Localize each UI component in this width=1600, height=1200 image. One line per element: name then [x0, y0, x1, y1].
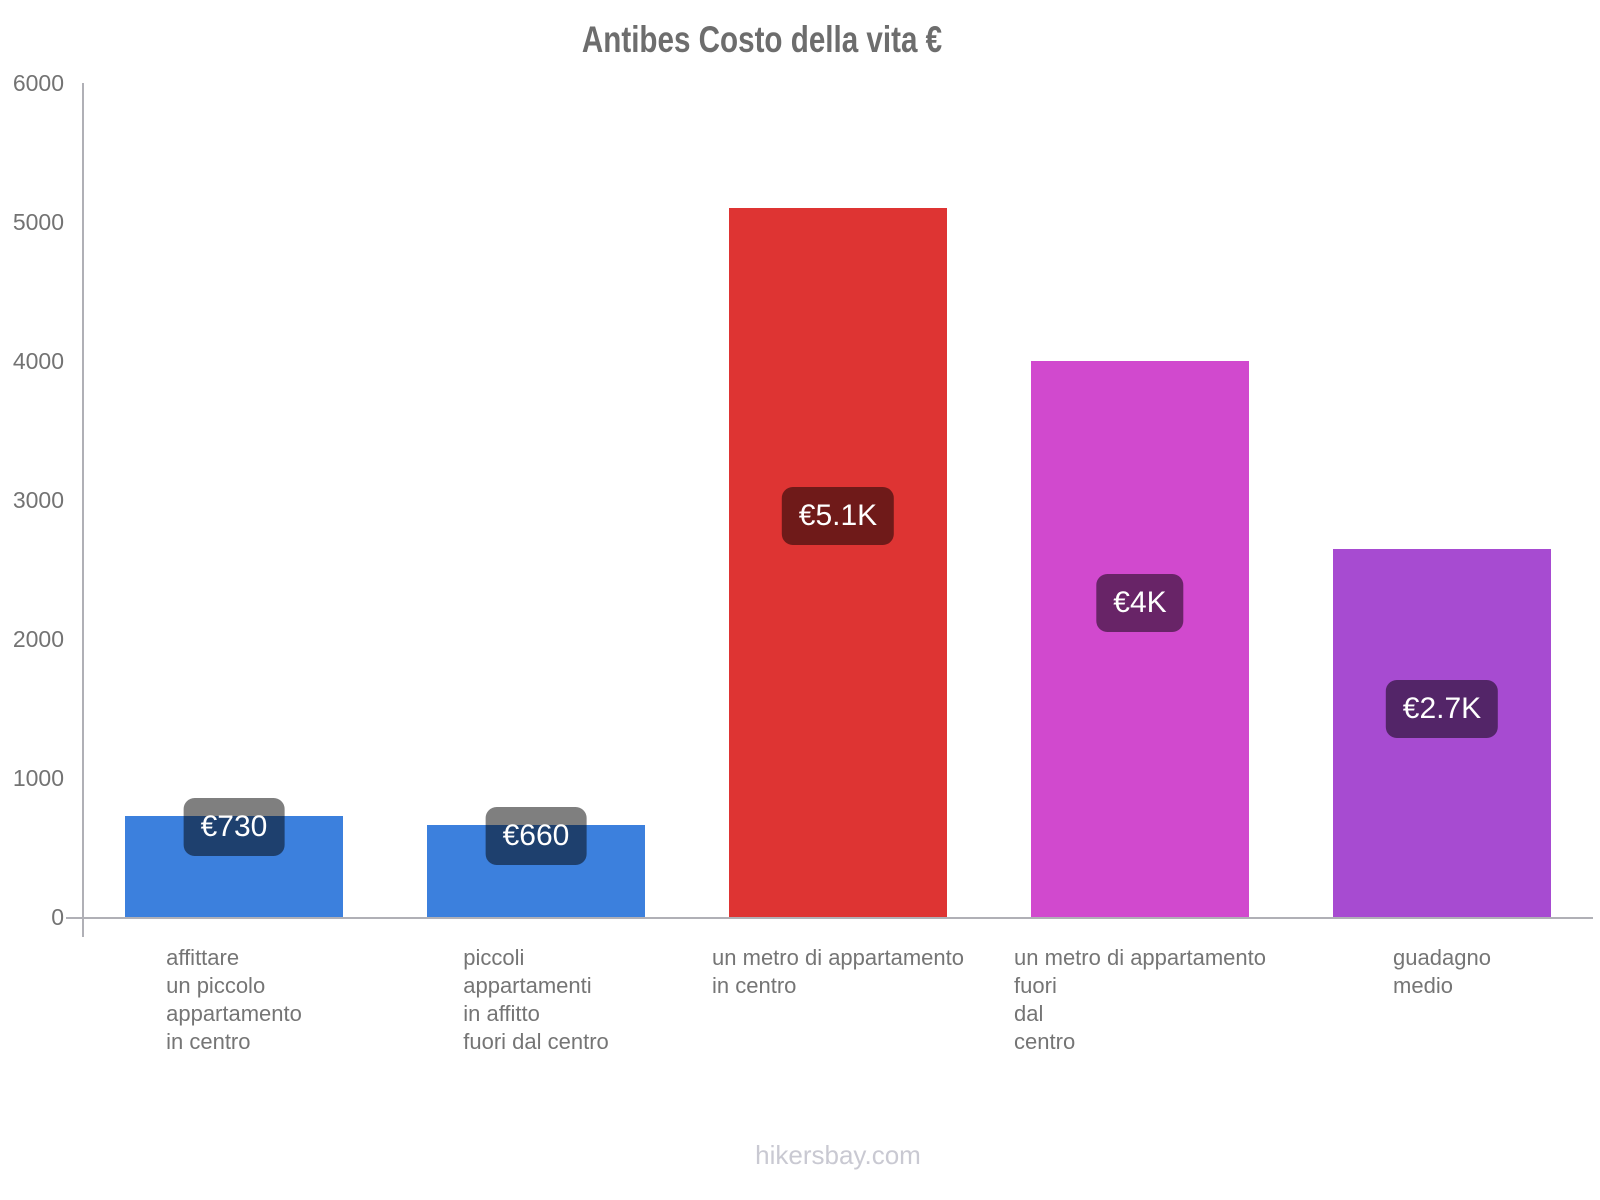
x-category-line: affittare [166, 945, 240, 970]
x-category-label: piccoli appartamenti in affitto fuori dal c… [463, 944, 609, 1056]
x-axis-baseline [66, 917, 1593, 919]
y-axis-tick-label: 4000 [12, 348, 64, 374]
x-category-label: guadagno medio [1393, 944, 1491, 1000]
bar-value-badge: €2.7K [1385, 679, 1499, 738]
x-category-line: dal [1014, 1001, 1044, 1026]
bar-value-badge: €5.1K [781, 487, 895, 546]
x-category-line: un piccolo [166, 973, 266, 998]
x-category-line: un metro di appartamento [1014, 945, 1266, 970]
x-category-line: medio [1393, 973, 1453, 998]
x-category-label: affittare un piccolo appartamento in centro [166, 944, 302, 1056]
y-axis-tick-label: 3000 [12, 487, 64, 513]
bar [1031, 361, 1249, 917]
bar-value-badge: €4K [1096, 573, 1184, 632]
y-axis-tick-label: 1000 [12, 765, 64, 791]
x-category-line: piccoli [463, 945, 525, 970]
x-category-line: in centro [166, 1029, 251, 1054]
y-axis-tick-label: 0 [51, 904, 64, 930]
x-category-line: appartamento [166, 1001, 302, 1026]
y-axis-tick-label: 2000 [12, 626, 64, 652]
y-axis-line [82, 83, 84, 937]
watermark-text: hikersbay.com [755, 1140, 921, 1170]
bar-value-badge: €660 [485, 807, 587, 866]
x-category-line: un metro di appartamento [712, 945, 964, 970]
bar [729, 208, 947, 917]
y-axis-tick-label: 5000 [12, 209, 64, 235]
x-category-line: appartamenti [463, 973, 592, 998]
x-category-line: fuori dal centro [463, 1029, 609, 1054]
y-axis-tick-label: 6000 [12, 70, 64, 96]
x-category-line: centro [1014, 1029, 1076, 1054]
x-category-line: fuori [1014, 973, 1057, 998]
bar-value-badge: €730 [183, 797, 285, 856]
x-category-line: guadagno [1393, 945, 1491, 970]
x-category-line: in centro [712, 973, 797, 998]
x-category-line: in affitto [463, 1001, 540, 1026]
x-category-label: un metro di appartamento fuori dal centro [1014, 944, 1266, 1056]
x-category-label: un metro di appartamento in centro [712, 944, 964, 1000]
chart-title: Antibes Costo della vita € [581, 19, 943, 60]
